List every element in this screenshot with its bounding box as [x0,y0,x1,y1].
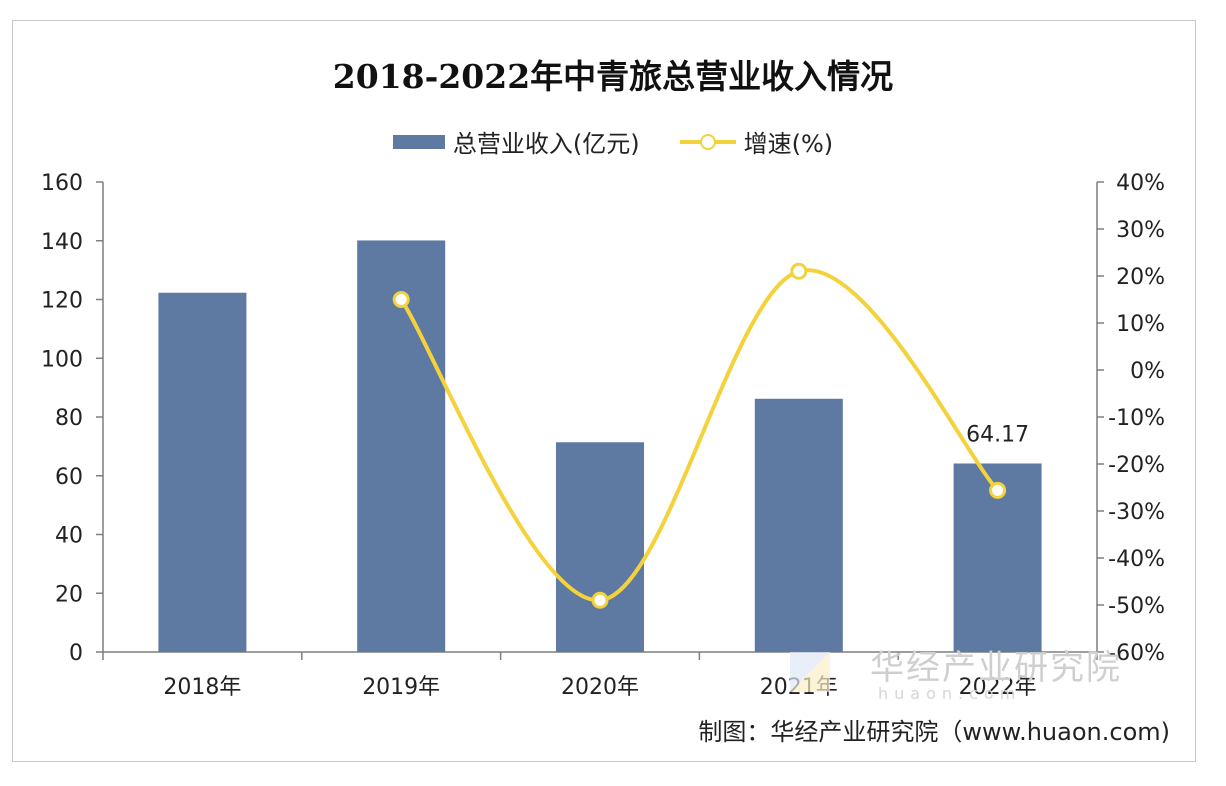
watermark-subtext: huaon.com [878,684,1022,703]
chart-legend: 总营业收入(亿元) 增速(%) [0,124,1226,159]
x-tick-label: 2020年 [561,675,639,700]
chart-title: 2018-2022年中青旅总营业收入情况 [332,57,894,96]
bar [556,442,644,652]
bar-data-label: 64.17 [966,423,1029,448]
y-left-tick-label: 0 [69,641,83,666]
growth-line [399,268,1000,603]
y-right-tick-label: -60% [1108,641,1165,666]
growth-point [790,262,808,280]
y-right-tick-label: 40% [1116,171,1165,196]
x-tick-label: 2019年 [362,675,440,700]
legend-growth-label: 增速(%) [743,130,834,158]
source-footer: 制图：华经产业研究院（www.huaon.com) [698,718,1170,746]
legend-bar-swatch [392,134,445,149]
x-tick-label: 2022年 [959,675,1037,700]
x-tick-label: 2018年 [163,675,241,700]
y-right-tick-label: 20% [1116,265,1165,290]
y-right-tick-label: -20% [1108,453,1165,478]
y-left-tick-label: 140 [41,230,83,255]
y-right-tick-label: -30% [1108,500,1165,525]
growth-point [989,481,1007,499]
y-left-tick-label: 80 [55,406,83,431]
y-right-tick-label: 0% [1130,359,1165,384]
bar [158,292,247,652]
legend-revenue-label: 总营业收入(亿元) [452,130,640,158]
y-left-tick-label: 40 [55,524,83,549]
y-left-tick-label: 160 [41,171,83,196]
y-right-tick-label: -40% [1108,547,1165,572]
watermark-logo [790,652,830,692]
y-left-tick-label: 60 [55,465,83,490]
y-left-tick-label: 100 [41,347,83,372]
legend-item-revenue: 总营业收入(亿元) [392,124,640,159]
legend-item-growth: 增速(%) [679,124,834,159]
growth-point [392,291,410,308]
y-right-tick-label: -50% [1108,594,1165,619]
y-right-tick-label: 10% [1116,312,1165,337]
bar [357,240,446,653]
y-right-tick-label: -10% [1108,406,1165,431]
y-right-tick-label: 30% [1116,218,1165,243]
bar [754,398,843,652]
y-left-tick-label: 20 [55,582,83,607]
growth-point [591,591,609,609]
y-left-tick-label: 120 [41,289,83,314]
watermark-text: 华经产业研究院 [870,648,1122,688]
legend-line-swatch [679,133,736,150]
